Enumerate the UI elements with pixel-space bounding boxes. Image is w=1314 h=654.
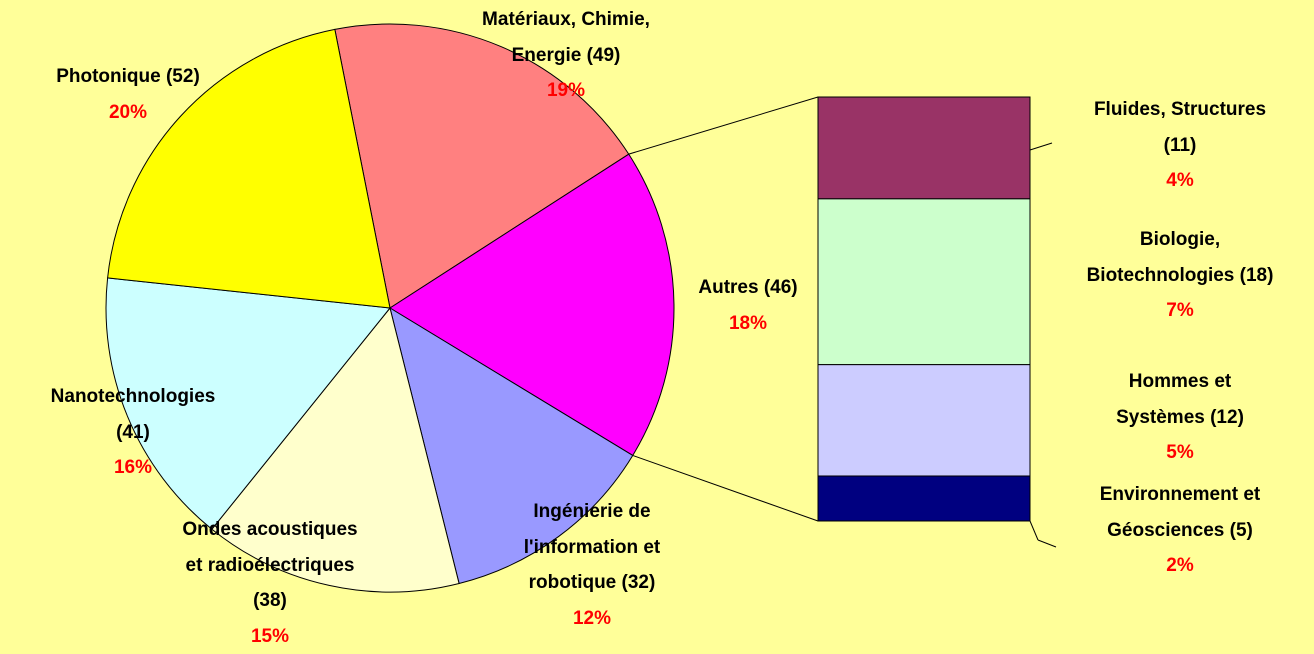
- data-label: Environnement et Géosciences (5)2%: [1100, 477, 1260, 584]
- value-label: 15%: [182, 619, 357, 654]
- leader-line: [1030, 143, 1052, 150]
- leader-line: [1030, 521, 1038, 540]
- bar-segment: [818, 199, 1030, 365]
- value-label: 5%: [1116, 435, 1244, 471]
- value-label: 4%: [1094, 163, 1266, 199]
- value-label: 12%: [524, 601, 660, 637]
- category-label: Environnement et Géosciences (5): [1100, 477, 1260, 548]
- value-label: 18%: [698, 306, 797, 342]
- data-label: Matériaux, Chimie, Energie (49)19%: [482, 2, 650, 109]
- category-label: Nanotechnologies (41): [51, 379, 216, 450]
- category-label: Photonique (52): [56, 59, 200, 95]
- leader-line: [1038, 540, 1056, 547]
- category-label: Fluides, Structures (11): [1094, 92, 1266, 163]
- data-label: Fluides, Structures (11)4%: [1094, 92, 1266, 199]
- category-label: Matériaux, Chimie, Energie (49): [482, 2, 650, 73]
- connector-line: [633, 455, 818, 521]
- connector-line: [629, 97, 818, 154]
- data-label: Nanotechnologies (41)16%: [51, 379, 216, 486]
- category-label: Ingénierie de l'information et robotique…: [524, 494, 660, 601]
- bar-segment: [818, 365, 1030, 476]
- data-label: Hommes et Systèmes (12)5%: [1116, 364, 1244, 471]
- category-label: Ondes acoustiques et radioélectriques (3…: [182, 512, 357, 619]
- data-label: Ingénierie de l'information et robotique…: [524, 494, 660, 636]
- data-label: Photonique (52)20%: [56, 59, 200, 130]
- category-label: Hommes et Systèmes (12): [1116, 364, 1244, 435]
- value-label: 20%: [56, 95, 200, 131]
- value-label: 16%: [51, 450, 216, 486]
- value-label: 2%: [1100, 548, 1260, 584]
- bar-segment: [818, 97, 1030, 199]
- category-label: Autres (46): [698, 270, 797, 306]
- bar-segment: [818, 476, 1030, 521]
- data-label: Biologie, Biotechnologies (18)7%: [1087, 222, 1274, 329]
- data-label: Ondes acoustiques et radioélectriques (3…: [182, 512, 357, 654]
- data-label: Autres (46)18%: [698, 270, 797, 341]
- category-label: Biologie, Biotechnologies (18): [1087, 222, 1274, 293]
- value-label: 7%: [1087, 293, 1274, 329]
- value-label: 19%: [482, 73, 650, 109]
